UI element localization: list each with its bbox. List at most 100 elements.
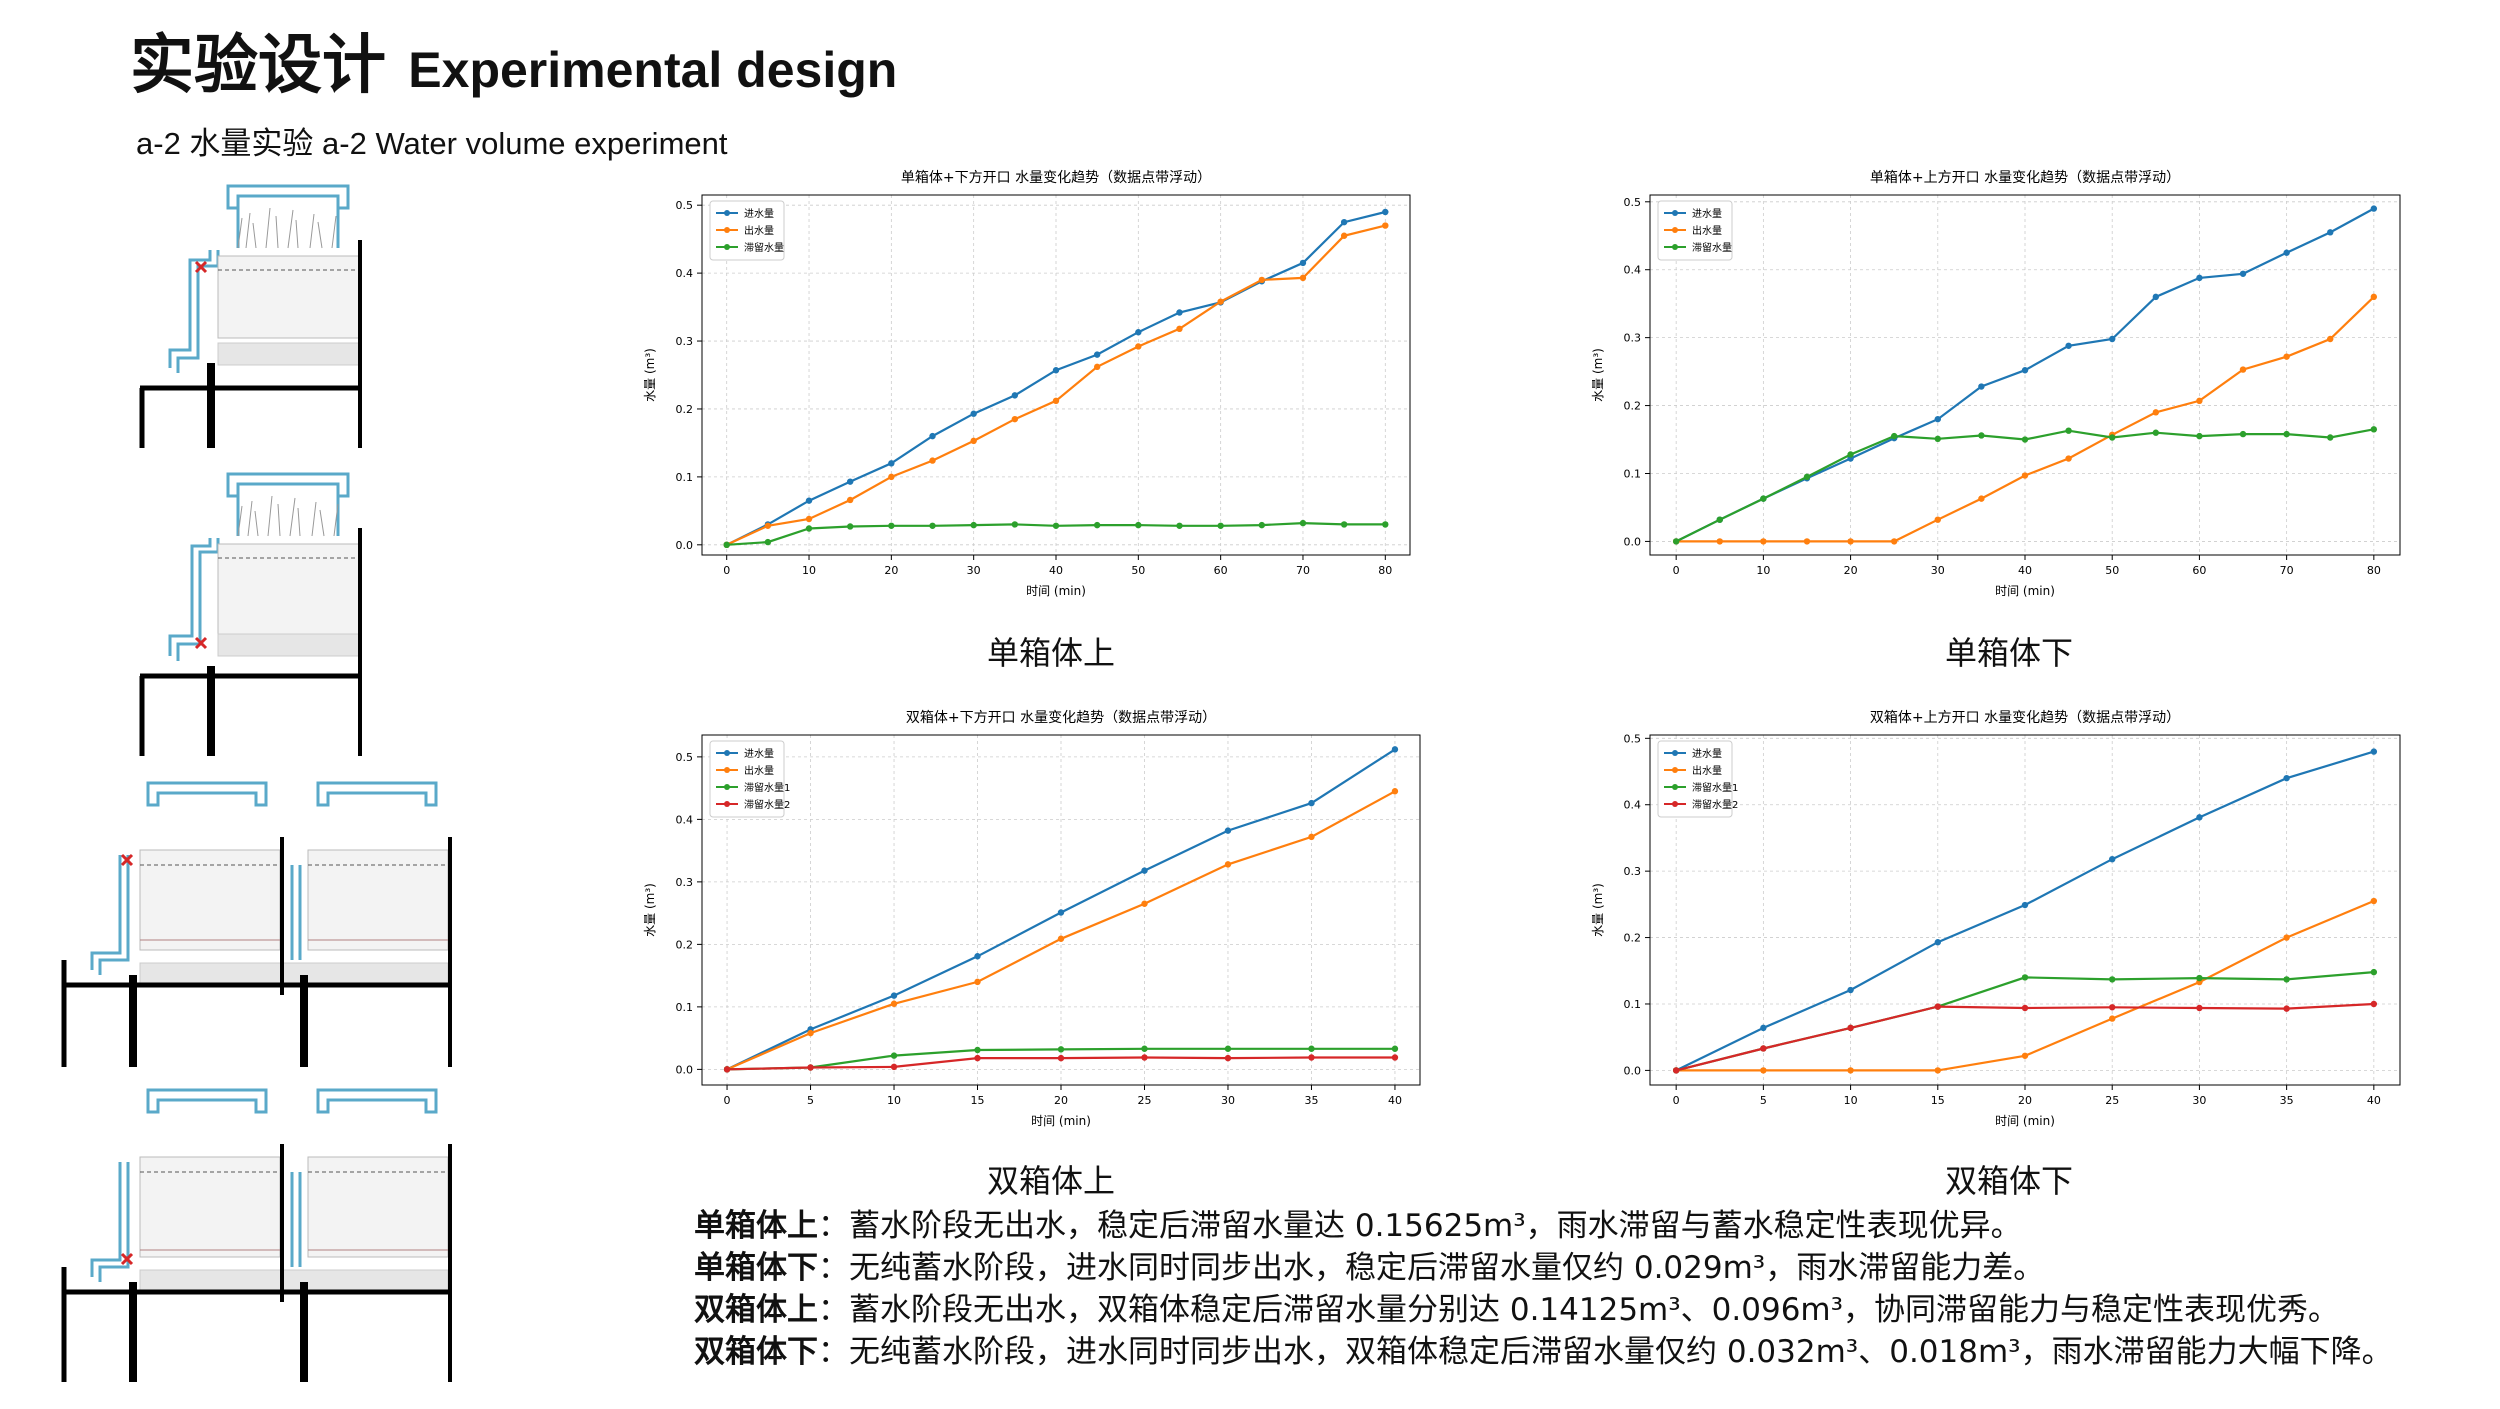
legend-marker <box>1672 244 1678 250</box>
caption-double-box-top: 双箱体上 <box>986 1162 1115 1200</box>
title-cn: 实验设计 <box>130 29 386 103</box>
data-point <box>2196 397 2203 405</box>
legend-marker <box>1672 801 1678 807</box>
data-point <box>2109 855 2116 863</box>
legend-marker <box>724 801 730 807</box>
data-point <box>888 460 895 467</box>
x-tick-label: 35 <box>1304 1094 1318 1107</box>
data-point <box>1299 274 1307 282</box>
data-point <box>2370 1000 2378 1008</box>
data-point <box>1934 939 1941 946</box>
data-point <box>1052 397 1060 405</box>
data-point <box>2152 409 2160 416</box>
data-point <box>1340 218 1348 226</box>
legend-marker <box>1672 750 1678 756</box>
x-tick-label: 35 <box>2280 1094 2294 1107</box>
data-point <box>1847 1024 1854 1032</box>
data-point <box>2109 335 2116 343</box>
legend-box <box>1657 740 1733 818</box>
x-tick-label: 50 <box>2105 564 2119 577</box>
data-point <box>2327 335 2334 343</box>
x-tick-label: 15 <box>971 1094 985 1107</box>
x-tick-label: 40 <box>2018 564 2032 577</box>
page-title: 实验设计 Experimental design <box>130 34 897 98</box>
chart-double-box-top-opening: 双箱体+上方开口 水量变化趋势（数据点带浮动） 0 5 10 15 20 25 30 35 40 0… <box>1591 710 2401 1128</box>
legend-label: 滞留水量2 <box>744 798 790 811</box>
y-tick-label: 0.5 <box>676 199 694 212</box>
data-point <box>1934 516 1941 523</box>
data-point <box>723 1066 731 1073</box>
data-point <box>2327 434 2334 441</box>
data-point <box>1093 351 1101 358</box>
data-point <box>1716 538 1723 545</box>
data-point <box>1258 521 1266 529</box>
data-point <box>2021 472 2029 479</box>
data-point <box>1057 909 1065 916</box>
x-tick-label: 60 <box>1214 564 1228 577</box>
legend-label: 进水量 <box>1692 208 1722 220</box>
x-tick-label: 5 <box>1760 1094 1767 1107</box>
x-tick-label: 40 <box>1388 1094 1402 1107</box>
data-point <box>1052 522 1060 529</box>
note-row: 双箱体上：蓄水阶段无出水，双箱体稳定后滞留水量分别达 0.14125m³、0.0… <box>694 1289 2393 1331</box>
x-tick-label: 5 <box>807 1094 814 1107</box>
y-tick-label: 0.2 <box>676 938 694 951</box>
legend-marker <box>1672 210 1678 216</box>
conclusion-notes: 单箱体上：蓄水阶段无出水，稳定后滞留水量达 0.15625m³，雨水滞留与蓄水稳… <box>694 1205 2393 1373</box>
x-tick-label: 30 <box>2192 1094 2206 1107</box>
data-point <box>2370 293 2378 301</box>
data-point <box>1847 986 1854 994</box>
y-tick-label: 0.2 <box>1624 400 1642 413</box>
data-point <box>1978 383 1985 390</box>
data-point <box>764 538 772 546</box>
x-tick-label: 10 <box>1844 1094 1858 1107</box>
y-tick-label: 0.5 <box>1624 196 1642 209</box>
data-point <box>1299 519 1307 527</box>
caption-double-box-bottom: 双箱体下 <box>1944 1162 2073 1200</box>
data-point <box>970 437 977 445</box>
note-row: 双箱体下：无纯蓄水阶段，进水同时同步出水，双箱体稳定后滞留水量仅约 0.032m… <box>694 1331 2393 1373</box>
data-point <box>1135 343 1142 350</box>
note-label: 双箱体下 <box>694 1334 818 1370</box>
data-point <box>1299 259 1307 267</box>
data-point <box>2196 974 2203 982</box>
data-point <box>888 522 895 529</box>
data-point <box>1391 1054 1399 1061</box>
legend-marker <box>724 210 730 216</box>
data-point <box>1382 208 1389 216</box>
data-point <box>1382 521 1389 528</box>
data-point <box>2065 342 2072 349</box>
y-tick-label: 0.4 <box>1624 799 1642 812</box>
data-point <box>929 457 936 464</box>
note-label: 双箱体上 <box>694 1292 818 1328</box>
data-point <box>1057 935 1065 942</box>
y-tick-label: 0.4 <box>1624 264 1642 277</box>
data-point <box>1760 495 1767 502</box>
note-row: 单箱体下：无纯蓄水阶段，进水同时同步出水，稳定后滞留水量仅约 0.029m³，雨… <box>694 1247 2393 1289</box>
y-tick-label: 0.3 <box>1624 332 1642 345</box>
data-point <box>2021 974 2029 981</box>
legend-label: 滞留水量1 <box>1692 781 1738 794</box>
x-tick-label: 70 <box>1296 564 1310 577</box>
data-point <box>890 1000 898 1007</box>
data-point <box>1391 788 1399 795</box>
data-point <box>1135 329 1142 336</box>
x-tick-label: 25 <box>1137 1094 1151 1107</box>
data-point <box>1176 522 1183 529</box>
x-tick-label: 10 <box>802 564 816 577</box>
data-point <box>1011 521 1019 528</box>
x-axis-label: 时间 (min) <box>1995 584 2055 598</box>
data-point <box>929 432 936 440</box>
x-tick-label: 20 <box>1844 564 1858 577</box>
y-tick-label: 0.5 <box>676 751 694 764</box>
double-box-bottom-opening-diagram <box>61 1088 452 1382</box>
y-tick-label: 0.0 <box>1624 535 1642 548</box>
data-point <box>974 1054 981 1062</box>
single-box-top-opening-diagram <box>139 184 362 448</box>
data-point <box>1760 1067 1767 1074</box>
chart-double-box-bottom-opening: 双箱体+下方开口 水量变化趋势（数据点带浮动） 0 5 10 15 20 25 30 35 40 0… <box>643 710 1421 1128</box>
title-en: Experimental design <box>408 42 898 98</box>
data-point <box>2370 426 2378 433</box>
x-tick-label: 80 <box>2367 564 2381 577</box>
data-point <box>1934 435 1941 443</box>
